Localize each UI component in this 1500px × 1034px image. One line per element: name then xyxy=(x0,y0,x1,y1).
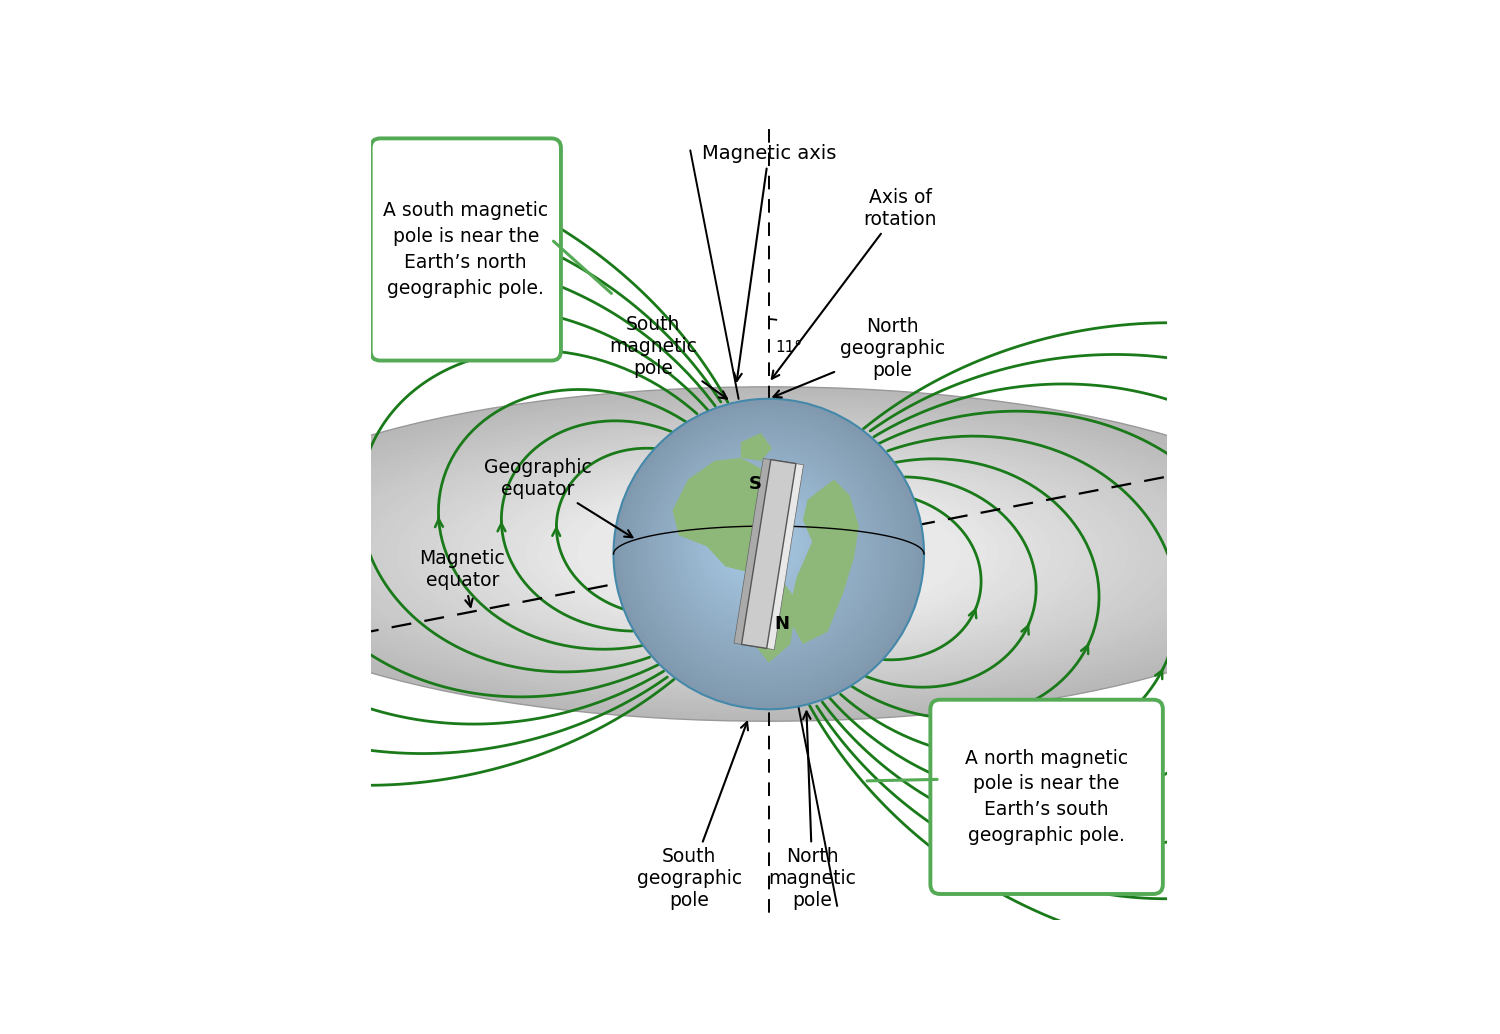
Circle shape xyxy=(722,507,792,577)
Ellipse shape xyxy=(216,390,1322,718)
Polygon shape xyxy=(672,458,774,573)
Circle shape xyxy=(750,535,758,543)
Circle shape xyxy=(614,399,924,709)
Text: North
geographic
pole: North geographic pole xyxy=(774,316,945,397)
Ellipse shape xyxy=(280,407,1257,700)
Ellipse shape xyxy=(410,442,1128,666)
Circle shape xyxy=(708,493,809,594)
Circle shape xyxy=(711,496,804,589)
Ellipse shape xyxy=(242,397,1296,710)
Ellipse shape xyxy=(576,487,962,621)
Text: 11°: 11° xyxy=(776,340,802,355)
Ellipse shape xyxy=(370,431,1167,676)
Ellipse shape xyxy=(230,394,1308,714)
Circle shape xyxy=(658,445,868,653)
Text: Magnetic
equator: Magnetic equator xyxy=(420,549,506,607)
Ellipse shape xyxy=(320,418,1218,690)
Ellipse shape xyxy=(538,477,999,632)
Ellipse shape xyxy=(460,456,1077,652)
Ellipse shape xyxy=(474,459,1064,648)
Circle shape xyxy=(663,448,864,649)
Ellipse shape xyxy=(294,410,1244,697)
FancyBboxPatch shape xyxy=(930,700,1162,894)
Circle shape xyxy=(627,413,908,692)
Text: Axis of
rotation: Axis of rotation xyxy=(772,188,938,378)
Circle shape xyxy=(698,483,822,607)
Circle shape xyxy=(666,451,859,645)
Polygon shape xyxy=(741,460,796,648)
Ellipse shape xyxy=(255,400,1282,707)
Text: A north magnetic
pole is near the
Earth’s south
geographic pole.: A north magnetic pole is near the Earth’… xyxy=(964,749,1128,845)
Polygon shape xyxy=(748,461,804,649)
Circle shape xyxy=(624,409,910,697)
Circle shape xyxy=(645,430,885,671)
Circle shape xyxy=(742,528,766,551)
Ellipse shape xyxy=(500,466,1038,642)
Ellipse shape xyxy=(204,387,1334,722)
Ellipse shape xyxy=(423,446,1114,663)
Polygon shape xyxy=(741,573,796,663)
FancyBboxPatch shape xyxy=(370,139,561,361)
Circle shape xyxy=(634,420,898,683)
Ellipse shape xyxy=(396,438,1142,669)
Ellipse shape xyxy=(513,469,1024,638)
Text: South
magnetic
pole: South magnetic pole xyxy=(609,315,728,399)
Text: Geographic
equator: Geographic equator xyxy=(484,458,633,538)
Circle shape xyxy=(726,511,788,573)
Circle shape xyxy=(690,476,830,615)
Polygon shape xyxy=(788,480,859,644)
Circle shape xyxy=(642,427,890,675)
Circle shape xyxy=(652,437,878,663)
Text: N: N xyxy=(776,615,790,633)
Circle shape xyxy=(732,518,778,565)
Polygon shape xyxy=(741,433,772,461)
Circle shape xyxy=(694,479,826,611)
Circle shape xyxy=(656,440,873,658)
Ellipse shape xyxy=(332,421,1206,687)
Ellipse shape xyxy=(448,452,1089,656)
Text: A south magnetic
pole is near the
Earth’s north
geographic pole.: A south magnetic pole is near the Earth’… xyxy=(382,202,549,298)
Ellipse shape xyxy=(358,428,1179,679)
Ellipse shape xyxy=(345,425,1192,683)
Circle shape xyxy=(746,531,762,547)
Text: Magnetic axis: Magnetic axis xyxy=(702,144,836,381)
Circle shape xyxy=(638,423,894,679)
Circle shape xyxy=(684,468,838,624)
Circle shape xyxy=(700,486,818,603)
Circle shape xyxy=(621,405,915,701)
Text: S: S xyxy=(748,476,762,493)
Circle shape xyxy=(687,473,834,619)
Circle shape xyxy=(729,514,783,569)
Circle shape xyxy=(680,465,843,628)
Ellipse shape xyxy=(306,415,1232,694)
Circle shape xyxy=(705,489,813,599)
Ellipse shape xyxy=(564,484,974,625)
Circle shape xyxy=(616,402,920,705)
Circle shape xyxy=(669,455,855,641)
Ellipse shape xyxy=(486,463,1052,645)
Text: South
geographic
pole: South geographic pole xyxy=(636,722,748,910)
Circle shape xyxy=(740,524,771,555)
Ellipse shape xyxy=(435,449,1102,659)
Circle shape xyxy=(676,461,847,633)
Circle shape xyxy=(716,500,800,585)
Circle shape xyxy=(736,521,774,559)
Circle shape xyxy=(718,504,797,581)
Ellipse shape xyxy=(525,474,1013,635)
Circle shape xyxy=(632,417,903,688)
Polygon shape xyxy=(734,458,789,647)
Ellipse shape xyxy=(550,480,987,628)
Circle shape xyxy=(648,433,882,667)
Text: North
magnetic
pole: North magnetic pole xyxy=(768,711,856,910)
Circle shape xyxy=(674,458,852,637)
Ellipse shape xyxy=(268,404,1269,704)
Ellipse shape xyxy=(384,435,1154,673)
